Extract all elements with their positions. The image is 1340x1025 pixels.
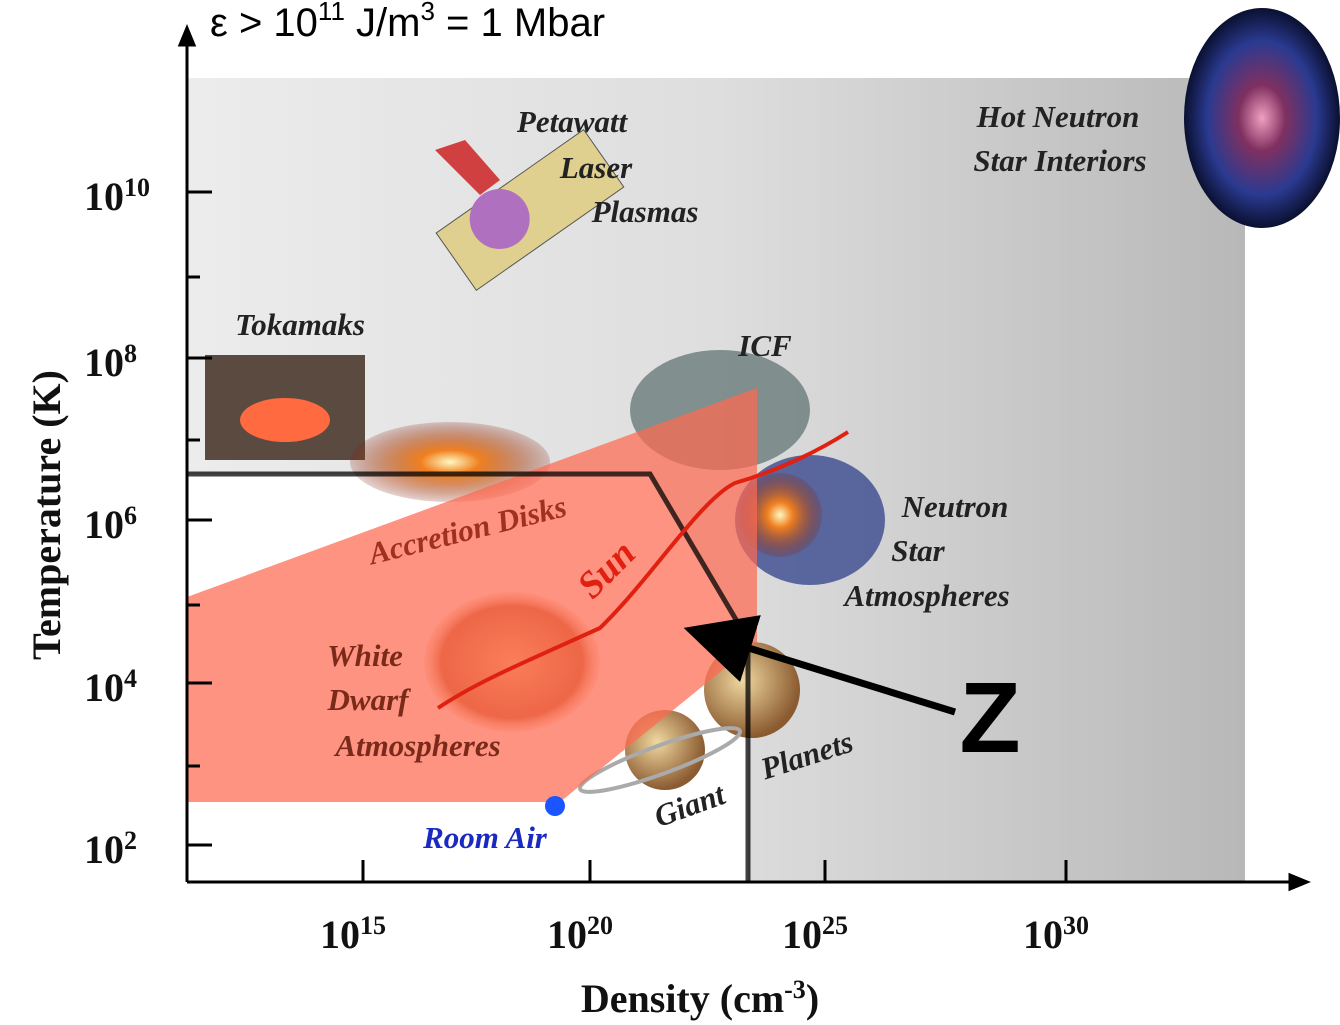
label: Atmospheres xyxy=(842,578,1009,613)
tick-label: 1010 xyxy=(84,173,150,219)
label: ICF xyxy=(737,328,792,363)
tick-base: 10 xyxy=(84,827,124,872)
tick-label: 108 xyxy=(84,339,137,385)
label: Petawatt xyxy=(516,104,629,139)
label: Room Air xyxy=(422,820,548,855)
tick-label: 1020 xyxy=(547,911,613,957)
tick-exp: 30 xyxy=(1063,911,1089,940)
label: Neutron xyxy=(901,489,1009,524)
tick-base: 10 xyxy=(84,665,124,710)
tick-label: 104 xyxy=(84,664,137,710)
tick-label: 102 xyxy=(84,826,137,872)
room-air-dot xyxy=(545,796,565,816)
label: Star Interiors xyxy=(973,143,1146,178)
tick-base: 10 xyxy=(84,502,124,547)
label: Star xyxy=(891,533,945,568)
label: Hot Neutron xyxy=(976,99,1140,134)
tick-exp: 2 xyxy=(124,826,137,855)
tick-exp: 20 xyxy=(587,911,613,940)
label: White xyxy=(327,638,403,673)
x-axis-label: Density (cm-3) xyxy=(581,975,819,1021)
tick-exp: 15 xyxy=(360,911,386,940)
tick-base: 10 xyxy=(1023,912,1063,957)
tick-exp: 6 xyxy=(124,501,137,530)
label: Dwarf xyxy=(327,682,412,717)
tick-base: 10 xyxy=(84,340,124,385)
tick-exp: 4 xyxy=(124,664,137,693)
title: ε > 1011 J/m3 = 1 Mbar xyxy=(210,0,605,45)
tick-label: 1030 xyxy=(1023,911,1089,957)
tick-base: 10 xyxy=(84,174,124,219)
z-label: Z xyxy=(959,662,1020,774)
tick-exp: 25 xyxy=(822,911,848,940)
label: Tokamaks xyxy=(235,307,365,342)
y-axis-label: Temperature (K) xyxy=(24,370,69,660)
tick-label: 106 xyxy=(84,501,137,547)
tick-base: 10 xyxy=(320,912,360,957)
tick-base: 10 xyxy=(547,912,587,957)
label: Atmospheres xyxy=(333,728,500,763)
tick-exp: 8 xyxy=(124,339,137,368)
label: Laser xyxy=(559,150,633,185)
tick-base: 10 xyxy=(782,912,822,957)
label: Plasmas xyxy=(591,194,699,229)
diagram: ε > 1011 J/m3 = 1 Mbar Temperature (K) D… xyxy=(0,0,1340,1025)
tick-exp: 10 xyxy=(124,173,150,202)
tick-label: 1025 xyxy=(782,911,848,957)
tick-label: 1015 xyxy=(320,911,386,957)
